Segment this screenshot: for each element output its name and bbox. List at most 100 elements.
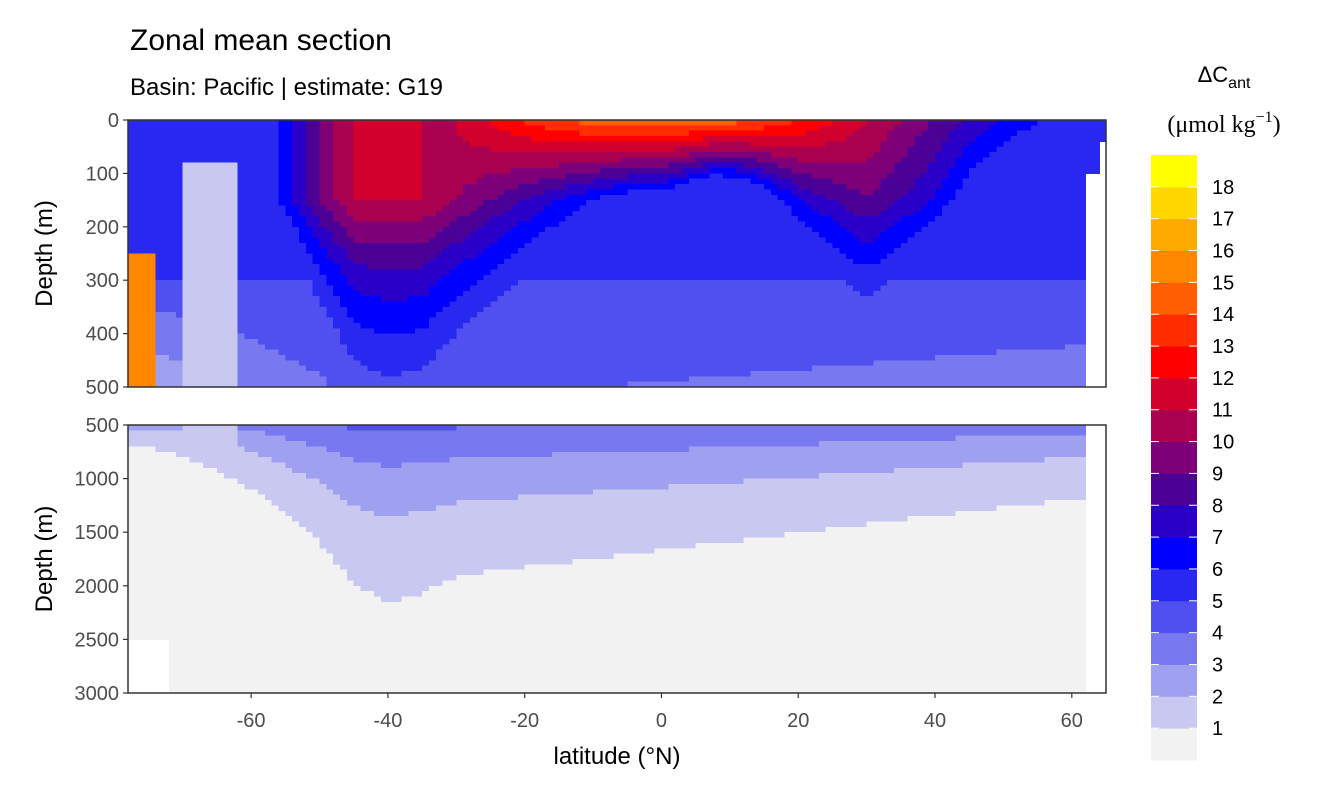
contour-cell <box>791 280 799 287</box>
contour-cell <box>278 290 286 297</box>
contour-cell <box>497 194 505 201</box>
contour-cell <box>353 248 362 255</box>
contour-cell <box>435 338 444 345</box>
contour-cell <box>189 328 197 335</box>
contour-cell <box>210 232 218 239</box>
contour-cell <box>586 157 594 164</box>
contour-cell <box>524 226 533 233</box>
contour-cell <box>723 173 731 180</box>
contour-cell <box>770 141 779 148</box>
contour-cell <box>627 370 635 377</box>
contour-cell <box>394 253 403 260</box>
contour-cell <box>716 264 724 271</box>
contour-cell <box>340 237 348 244</box>
contour-cell <box>128 306 136 313</box>
contour-cell <box>586 162 594 169</box>
contour-cell <box>538 162 546 169</box>
contour-cell <box>723 370 731 377</box>
contour-cell <box>271 168 280 174</box>
contour-cell <box>278 168 286 174</box>
contour-cell <box>483 354 492 361</box>
contour-cell <box>182 344 191 351</box>
contour-cell <box>681 136 690 142</box>
contour-cell <box>401 237 410 244</box>
contour-cell <box>750 280 758 287</box>
contour-cell <box>770 130 779 137</box>
contour-cell <box>463 338 471 345</box>
contour-cell <box>695 274 704 281</box>
contour-cell <box>381 285 389 292</box>
contour-cell <box>312 285 321 292</box>
contour-cell <box>285 285 293 292</box>
contour-cell <box>223 242 232 249</box>
contour-cell <box>791 365 799 372</box>
contour-cell <box>784 248 792 255</box>
contour-cell <box>387 253 396 260</box>
contour-cell <box>627 333 635 340</box>
contour-cell <box>463 205 471 212</box>
contour-cell <box>777 173 786 180</box>
contour-cell <box>743 130 751 137</box>
contour-cell <box>634 264 642 271</box>
contour-cell <box>695 290 704 297</box>
contour-cell <box>750 338 758 345</box>
contour-cell <box>620 189 628 196</box>
contour-cell <box>292 381 300 388</box>
contour-cell <box>743 328 751 335</box>
contour-cell <box>237 349 245 356</box>
contour-cell <box>565 168 574 174</box>
contour-cell <box>599 365 608 372</box>
contour-cell <box>428 264 437 271</box>
contour-cell <box>558 322 567 329</box>
contour-cell <box>456 216 464 223</box>
contour-cell <box>134 242 143 249</box>
contour-cell <box>469 333 478 340</box>
contour-cell <box>572 130 580 137</box>
contour-cell <box>374 328 382 335</box>
contour-cell <box>292 322 300 329</box>
contour-cell <box>408 317 416 324</box>
contour-cell <box>346 344 355 351</box>
contour-cell <box>606 210 615 217</box>
contour-cell <box>285 333 293 340</box>
contour-cell <box>784 354 792 361</box>
contour-cell <box>216 376 225 383</box>
contour-cell <box>134 290 143 297</box>
contour-cell <box>134 136 143 142</box>
contour-cell <box>497 274 505 281</box>
contour-cell <box>524 306 533 313</box>
contour-cell <box>469 125 478 132</box>
contour-cell <box>668 264 676 271</box>
contour-cell <box>777 141 786 148</box>
contour-cell <box>770 370 779 377</box>
contour-cell <box>463 173 471 180</box>
contour-cell <box>203 360 211 367</box>
contour-cell <box>216 189 225 196</box>
contour-cell <box>463 381 471 388</box>
contour-cell <box>586 168 594 174</box>
contour-cell <box>285 328 293 335</box>
contour-cell <box>688 317 697 324</box>
contour-cell <box>237 301 245 308</box>
contour-cell <box>257 173 266 180</box>
contour-cell <box>360 333 368 340</box>
contour-cell <box>764 157 772 164</box>
contour-cell <box>661 306 669 313</box>
contour-cell <box>490 285 498 292</box>
contour-cell <box>634 130 642 137</box>
contour-cell <box>647 274 656 281</box>
contour-cell <box>770 157 779 164</box>
contour-cell <box>565 349 574 356</box>
contour-cell <box>524 200 533 207</box>
contour-cell <box>791 173 799 180</box>
contour-cell <box>654 184 663 191</box>
contour-cell <box>695 136 704 142</box>
contour-cell <box>606 248 615 255</box>
contour-cell <box>203 221 211 228</box>
contour-cell <box>312 216 321 223</box>
contour-cell <box>497 306 505 313</box>
contour-cell <box>182 328 191 335</box>
contour-cell <box>545 290 553 297</box>
contour-cell <box>469 189 478 196</box>
contour-cell <box>524 285 533 292</box>
